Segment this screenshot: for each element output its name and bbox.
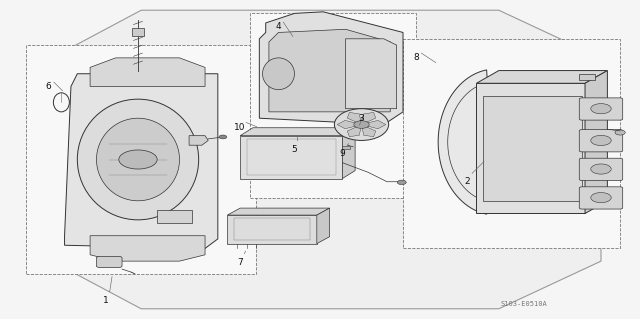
Circle shape — [119, 150, 157, 169]
Polygon shape — [362, 124, 376, 137]
Bar — [240, 136, 342, 179]
Bar — [227, 215, 317, 244]
Circle shape — [591, 135, 611, 145]
FancyBboxPatch shape — [579, 98, 623, 120]
Ellipse shape — [77, 99, 198, 220]
Text: 6: 6 — [45, 82, 51, 91]
Bar — [476, 83, 585, 213]
Circle shape — [615, 130, 625, 135]
Text: 10: 10 — [234, 123, 246, 132]
Text: 8: 8 — [413, 53, 419, 62]
Ellipse shape — [262, 58, 294, 90]
Text: S103-E0510A: S103-E0510A — [501, 301, 548, 307]
Bar — [26, 45, 256, 274]
FancyBboxPatch shape — [97, 256, 122, 268]
Bar — [342, 146, 350, 149]
Circle shape — [591, 193, 611, 203]
FancyBboxPatch shape — [579, 158, 623, 181]
Polygon shape — [52, 10, 601, 309]
FancyBboxPatch shape — [579, 187, 623, 209]
Ellipse shape — [334, 109, 388, 140]
Polygon shape — [362, 120, 386, 129]
Ellipse shape — [97, 118, 179, 201]
Text: 3: 3 — [358, 114, 364, 123]
Bar — [579, 74, 595, 80]
Text: 4: 4 — [276, 22, 282, 31]
Bar — [250, 13, 416, 197]
Circle shape — [591, 164, 611, 174]
Text: 2: 2 — [464, 177, 470, 186]
Polygon shape — [348, 113, 362, 124]
Bar — [403, 39, 620, 249]
FancyBboxPatch shape — [579, 130, 623, 152]
Polygon shape — [337, 120, 362, 129]
Bar — [234, 218, 310, 241]
Polygon shape — [65, 74, 218, 249]
Polygon shape — [438, 70, 495, 214]
Polygon shape — [240, 128, 355, 136]
Circle shape — [219, 135, 227, 139]
Polygon shape — [476, 70, 607, 83]
Bar — [246, 139, 336, 175]
Circle shape — [397, 180, 406, 185]
Polygon shape — [189, 136, 208, 145]
Bar — [157, 210, 192, 223]
Polygon shape — [227, 208, 330, 215]
Text: 5: 5 — [292, 145, 298, 154]
Bar — [483, 96, 582, 201]
Polygon shape — [585, 70, 607, 213]
Text: 1: 1 — [103, 296, 109, 305]
Polygon shape — [348, 124, 362, 137]
Polygon shape — [342, 128, 355, 179]
Bar — [132, 28, 145, 36]
Circle shape — [591, 104, 611, 114]
Polygon shape — [269, 29, 390, 112]
Polygon shape — [259, 12, 403, 124]
Polygon shape — [90, 58, 205, 86]
Text: 9: 9 — [339, 149, 345, 158]
Polygon shape — [90, 236, 205, 261]
Polygon shape — [317, 208, 330, 244]
Polygon shape — [362, 113, 376, 124]
Text: 7: 7 — [237, 258, 243, 267]
Polygon shape — [346, 39, 397, 109]
Circle shape — [354, 121, 369, 128]
